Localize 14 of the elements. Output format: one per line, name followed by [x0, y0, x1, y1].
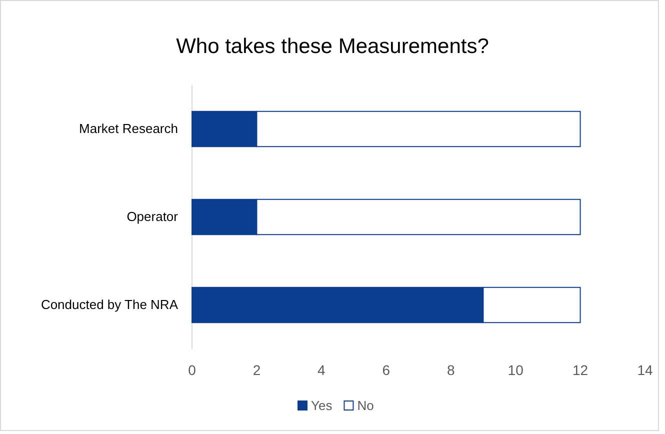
x-tick-label: 6 — [382, 362, 390, 378]
legend-label: Yes — [311, 398, 333, 413]
x-tick-label: 0 — [188, 362, 196, 378]
y-tick-label: Market Research — [79, 121, 178, 136]
y-tick-label: Operator — [126, 209, 179, 224]
x-tick-label: 4 — [318, 362, 326, 378]
y-tick-label: Conducted by The NRA — [40, 297, 178, 312]
x-tick-label: 8 — [446, 362, 455, 378]
chart-title: Who takes these Measurements? — [176, 35, 489, 58]
x-tick-label: 12 — [572, 362, 588, 378]
x-tick-label: 14 — [637, 362, 653, 378]
x-tick-label: 10 — [508, 362, 524, 378]
x-tick-label: 2 — [252, 362, 261, 378]
legend-label: No — [357, 398, 374, 413]
